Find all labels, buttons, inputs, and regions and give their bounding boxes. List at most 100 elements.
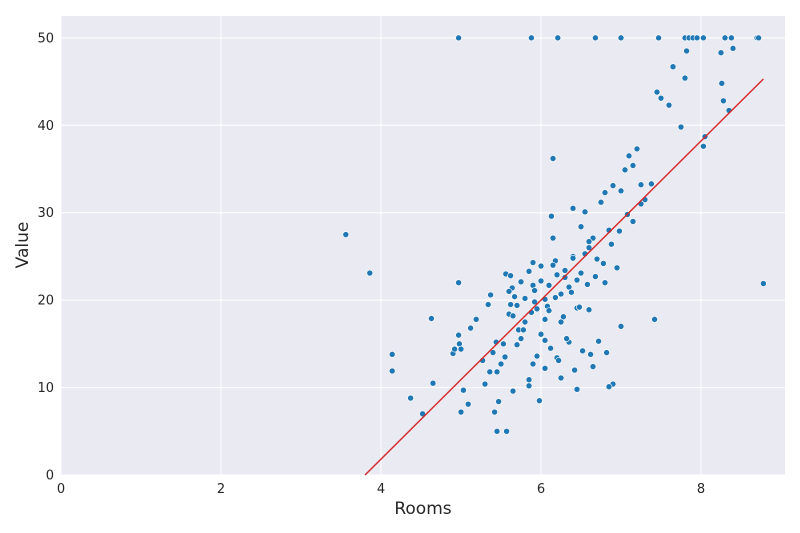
data-point: [509, 387, 517, 395]
y-tick-label: 40: [37, 119, 54, 134]
y-tick-label: 10: [37, 381, 54, 396]
data-point: [579, 347, 586, 355]
data-point: [557, 374, 565, 382]
data-point: [629, 162, 637, 169]
data-point: [563, 335, 570, 342]
data-point: [729, 45, 737, 52]
data-point: [573, 386, 581, 393]
data-point: [455, 331, 462, 339]
data-point: [549, 234, 557, 242]
data-point: [548, 212, 555, 220]
data-point: [531, 298, 538, 306]
data-point: [429, 379, 437, 387]
data-point: [608, 240, 615, 248]
y-tick-label: 50: [37, 31, 54, 46]
data-point: [521, 295, 529, 302]
data-point: [554, 34, 562, 42]
data-point: [633, 145, 641, 153]
data-point: [451, 345, 458, 353]
data-point: [595, 337, 602, 345]
data-point: [552, 294, 559, 301]
data-point: [621, 166, 629, 174]
data-point: [555, 357, 562, 364]
data-point: [533, 352, 541, 360]
data-point: [517, 278, 525, 286]
data-point: [569, 254, 577, 262]
data-point: [655, 34, 662, 42]
data-point: [537, 262, 545, 270]
grid-lines: [60, 16, 785, 476]
data-point: [388, 351, 396, 358]
data-point: [721, 34, 729, 42]
data-point: [455, 34, 462, 42]
data-point: [629, 218, 637, 225]
data-point: [521, 318, 529, 326]
data-point: [592, 34, 599, 42]
data-point: [457, 408, 465, 416]
x-tick-label: 8: [697, 482, 705, 497]
data-point: [489, 349, 497, 356]
data-point: [717, 49, 725, 57]
data-point: [541, 337, 549, 344]
data-point: [507, 272, 514, 279]
data-point: [589, 363, 597, 370]
data-point: [541, 365, 549, 372]
data-point: [617, 323, 625, 330]
data-point: [537, 330, 545, 338]
data-point: [557, 290, 565, 298]
data-point: [509, 312, 517, 320]
data-point: [500, 340, 507, 348]
plot-background: [61, 16, 785, 475]
data-point: [625, 152, 633, 160]
data-point: [581, 208, 589, 216]
data-point: [517, 335, 525, 342]
data-point: [487, 291, 494, 299]
data-point: [536, 397, 543, 404]
data-point: [464, 400, 472, 408]
data-point: [513, 341, 521, 349]
data-point: [507, 301, 514, 308]
data-point: [366, 269, 374, 277]
x-tick-label: 2: [217, 482, 225, 497]
data-point: [605, 383, 613, 390]
x-tick-label: 0: [57, 482, 65, 497]
data-point: [560, 313, 567, 321]
data-point: [693, 34, 701, 42]
data-point: [700, 34, 707, 42]
data-point: [651, 316, 658, 323]
data-point: [669, 63, 677, 71]
data-point: [597, 198, 605, 206]
data-point: [529, 360, 537, 368]
data-point: [585, 238, 593, 245]
data-point: [760, 280, 767, 287]
data-point: [573, 276, 581, 284]
data-point: [513, 302, 521, 309]
data-point: [407, 394, 414, 402]
data-point: [601, 279, 609, 286]
data-points: [342, 34, 767, 435]
data-point: [503, 427, 510, 435]
x-tick-label: 6: [537, 482, 545, 497]
data-point: [584, 281, 591, 288]
data-point: [525, 382, 533, 390]
data-point: [545, 307, 553, 314]
data-point: [592, 273, 599, 280]
data-point: [528, 34, 535, 42]
data-point: [545, 281, 553, 289]
data-point: [467, 324, 474, 332]
data-point: [537, 277, 545, 285]
data-point: [653, 88, 661, 96]
data-point: [561, 267, 569, 274]
data-point: [617, 34, 625, 42]
data-point: [609, 182, 617, 189]
data-point: [700, 142, 707, 150]
data-point: [587, 351, 594, 358]
data-point: [681, 74, 689, 82]
data-point: [568, 288, 575, 296]
data-point: [460, 386, 467, 394]
data-point: [616, 227, 623, 235]
y-tick-label: 0: [46, 469, 54, 484]
data-point: [511, 293, 518, 300]
data-point: [549, 261, 557, 269]
data-point: [561, 274, 569, 281]
